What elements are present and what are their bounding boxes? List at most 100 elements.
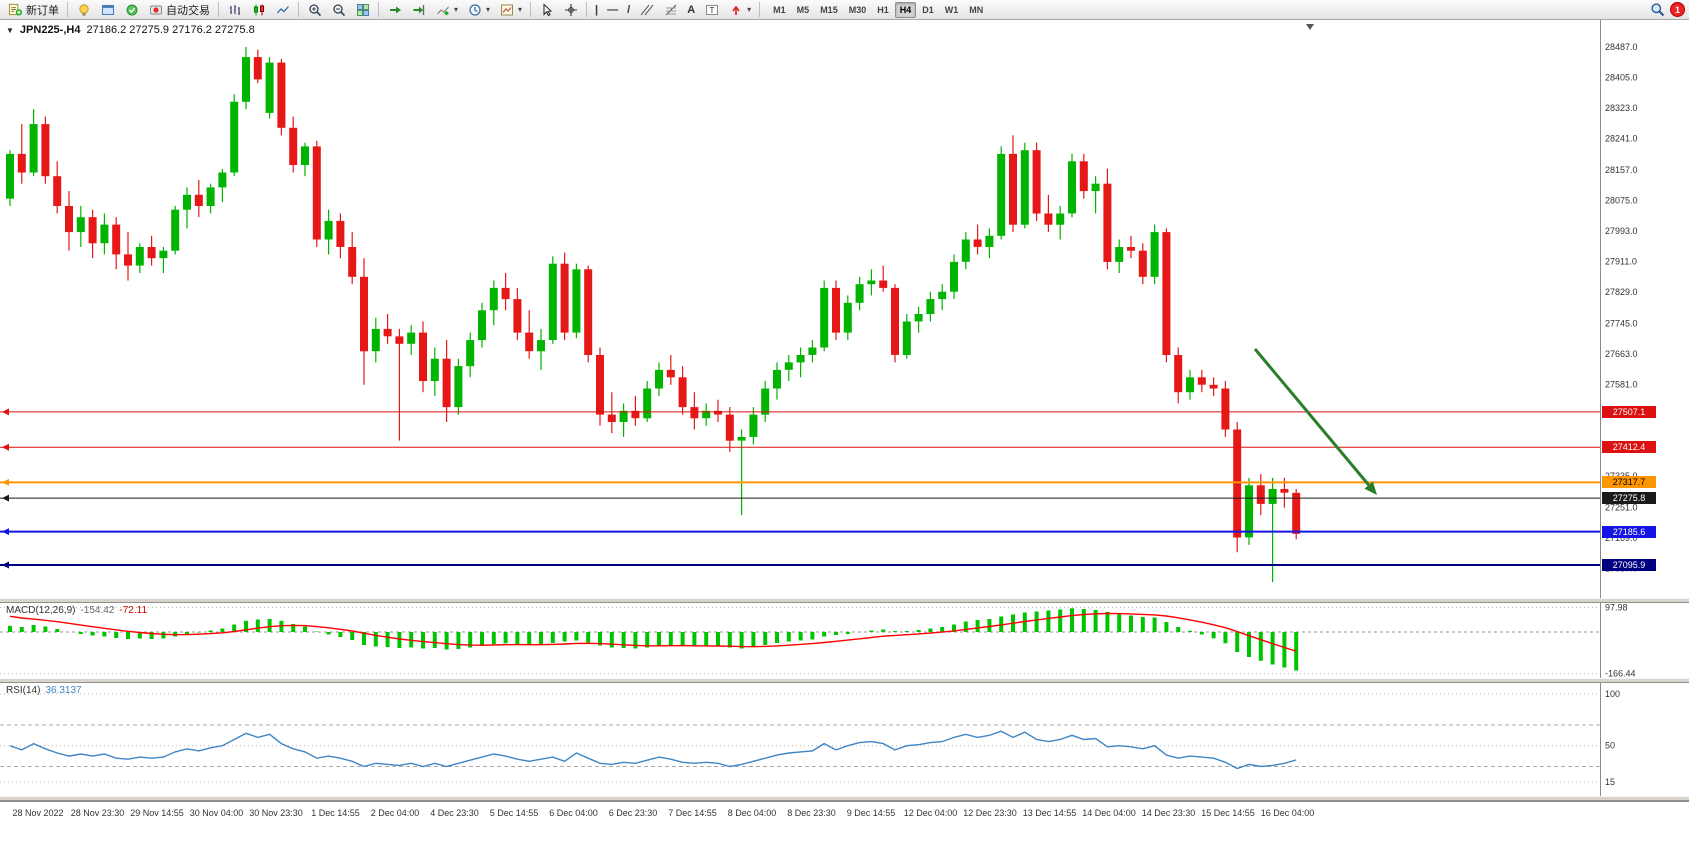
text-tool[interactable]: A (683, 0, 699, 19)
date-label: 9 Dec 14:55 (846, 808, 896, 818)
trendline-tool[interactable]: / (623, 0, 634, 19)
fibonacci-tool[interactable] (659, 0, 682, 19)
pane-divider[interactable] (0, 796, 1689, 801)
date-label: 30 Nov 04:00 (189, 808, 244, 818)
zoom-out-button[interactable] (327, 0, 350, 19)
candle-body (773, 369, 781, 389)
candle-body (690, 407, 699, 419)
candle-body (938, 291, 947, 300)
date-label: 6 Dec 04:00 (549, 808, 598, 818)
chart-ohlc-header: ▼ JPN225-,H4 27186.2 27275.9 27176.2 272… (6, 24, 255, 36)
candle-body (371, 328, 380, 352)
candle-body (65, 206, 73, 233)
timeframe-w1[interactable]: W1 (944, 4, 959, 15)
templates-button[interactable]: ▾ (495, 0, 526, 19)
macd-signal-line (9, 612, 1297, 652)
channel-tool[interactable] (635, 0, 658, 19)
candle-body (76, 217, 85, 233)
macd-pane[interactable]: 97.98 -166.44 (0, 603, 1689, 678)
candle-body (1174, 355, 1183, 393)
price-axis-label: 28405.0 (1605, 73, 1638, 83)
new-order-button[interactable]: 新订单 (4, 0, 63, 19)
price-tag[interactable]: 27095.9 (1602, 559, 1656, 571)
cursor-button[interactable] (535, 0, 558, 19)
price-tag[interactable]: 27507.1 (1602, 406, 1656, 418)
autotrading-label: 自动交易 (166, 4, 210, 17)
one-click-trading-collapse-icon[interactable]: ▼ (6, 25, 14, 35)
candle-body (725, 414, 734, 441)
timeframe-h1[interactable]: H1 (877, 4, 889, 15)
candle-body (454, 366, 463, 408)
metaeditor-button[interactable] (72, 0, 95, 19)
candle-body (666, 369, 675, 378)
vertical-line-tool[interactable]: | (591, 0, 602, 19)
price-tag[interactable]: 27185.6 (1602, 526, 1656, 538)
rsi-line (9, 730, 1297, 770)
candle-body (230, 101, 239, 173)
rsi-pane[interactable]: 100 50 15 (0, 683, 1689, 796)
candle-body (902, 321, 911, 355)
arrows-tool[interactable]: ▾ (724, 0, 755, 19)
bar-chart-mode-button[interactable] (223, 0, 246, 19)
autotrading-button[interactable]: 自动交易 (144, 0, 214, 19)
pane-divider[interactable] (0, 598, 1689, 603)
chart-shift-button[interactable] (407, 0, 430, 19)
dropdown-caret: ▾ (518, 5, 523, 14)
date-label: 29 Nov 14:55 (130, 808, 184, 818)
trend-arrow-line[interactable] (1253, 348, 1370, 486)
candle-body (891, 287, 899, 355)
horizontal-line-tool[interactable]: — (603, 0, 622, 19)
search-button[interactable] (1646, 0, 1669, 19)
candle-body (808, 347, 817, 355)
candlestick-mode-button[interactable] (247, 0, 270, 19)
chart-shift-marker[interactable] (1306, 24, 1314, 30)
candle-body (383, 328, 392, 337)
crosshair-button[interactable] (559, 0, 582, 19)
candle-body (206, 187, 215, 206)
price-tag[interactable]: 27275.8 (1602, 492, 1656, 504)
clock-icon (467, 2, 482, 17)
horizontal-line-icon: — (607, 3, 619, 16)
timeframe-mn[interactable]: MN (969, 4, 984, 15)
timeframe-m30[interactable]: M30 (848, 4, 867, 15)
tile-windows-button[interactable] (351, 0, 374, 19)
price-axis-label: 27829.0 (1605, 287, 1638, 297)
timeframe-m5[interactable]: M5 (796, 4, 810, 15)
candle-body (395, 336, 404, 344)
timeframe-h4[interactable]: H4 (894, 1, 917, 18)
price-axis-label: 28157.0 (1605, 165, 1638, 175)
timeframe-m15[interactable]: M15 (820, 4, 838, 15)
main-chart-canvas[interactable]: 28487.0 28405.0 28323.0 28241.0 28157.0 28075… (0, 20, 1689, 598)
pane-divider[interactable] (0, 678, 1689, 683)
text-icon: A (687, 3, 696, 16)
strategy-tester-icon (124, 2, 139, 17)
price-tag[interactable]: 27317.7 (1602, 476, 1656, 488)
zoom-in-button[interactable] (303, 0, 326, 19)
candle-body (112, 224, 121, 255)
timeframe-d1[interactable]: D1 (922, 4, 934, 15)
candle-body (501, 287, 510, 300)
rsi-canvas[interactable]: 100 50 15 (0, 683, 1689, 796)
text-label-tool[interactable]: T (700, 0, 723, 19)
price-axis-label: 28241.0 (1605, 134, 1638, 144)
date-label: 4 Dec 23:30 (430, 808, 479, 818)
timeframe-m1[interactable]: M1 (773, 4, 786, 15)
macd-canvas[interactable]: 97.98 -166.44 (0, 603, 1689, 678)
notification-badge[interactable]: 1 (1670, 2, 1685, 17)
price-tag[interactable]: 27412.4 (1602, 441, 1656, 453)
indicators-button[interactable]: ▾ (431, 0, 462, 19)
main-chart-pane[interactable]: 28487.0 28405.0 28323.0 28241.0 28157.0 28075… (0, 20, 1689, 598)
periods-button[interactable]: ▾ (463, 0, 494, 19)
time-axis[interactable]: 28 Nov 2022 28 Nov 23:30 29 Nov 14:55 30 No… (0, 801, 1689, 828)
level-left-marker (2, 528, 9, 536)
candle-body (761, 388, 770, 415)
market-watch-button[interactable] (96, 0, 119, 19)
auto-scroll-button[interactable] (383, 0, 406, 19)
line-chart-mode-button[interactable] (271, 0, 294, 19)
trend-arrow-head[interactable] (1364, 481, 1377, 496)
market-watch-icon (100, 2, 115, 17)
candle-body (737, 436, 746, 441)
candle-body (584, 269, 593, 355)
candle-body (525, 332, 534, 352)
strategy-tester-button[interactable] (120, 0, 143, 19)
